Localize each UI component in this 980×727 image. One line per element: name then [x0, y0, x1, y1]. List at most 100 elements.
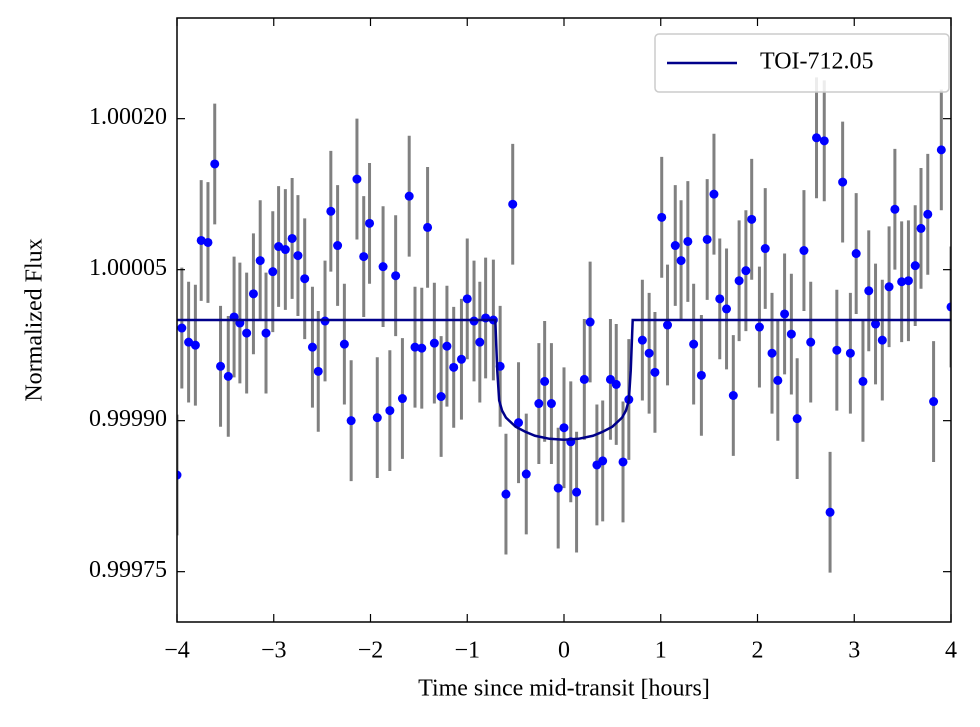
data-point — [242, 328, 252, 338]
data-point — [462, 294, 472, 304]
data-point — [410, 342, 420, 352]
data-point — [268, 267, 278, 277]
data-point — [300, 274, 310, 284]
data-point — [819, 136, 829, 146]
data-point — [936, 145, 946, 155]
data-point — [760, 244, 770, 254]
data-point — [378, 262, 388, 272]
data-point — [203, 237, 213, 247]
data-point — [644, 348, 654, 358]
data-point — [696, 370, 706, 380]
data-point — [877, 335, 887, 345]
data-point — [806, 337, 816, 347]
data-point — [728, 391, 738, 400]
data-point — [287, 233, 297, 243]
data-point — [871, 319, 881, 329]
data-point — [773, 375, 783, 385]
data-point — [754, 322, 764, 332]
data-point — [585, 317, 595, 327]
data-point — [210, 159, 220, 169]
data-point — [346, 416, 356, 426]
data-point — [223, 371, 233, 381]
y-tick-label: 0.99975 — [89, 557, 167, 583]
data-point — [825, 507, 835, 517]
data-point — [884, 282, 894, 292]
data-point — [618, 457, 628, 467]
data-point — [546, 399, 556, 409]
plot-area — [177, 77, 951, 573]
x-tick-label: 4 — [945, 638, 957, 664]
data-point — [372, 413, 382, 423]
data-point — [786, 329, 796, 339]
data-point — [521, 469, 531, 479]
data-point — [897, 277, 907, 287]
data-point — [890, 204, 900, 214]
data-point — [657, 212, 667, 222]
data-point — [456, 354, 466, 364]
data-point — [184, 337, 194, 347]
data-point — [190, 340, 200, 350]
data-point — [255, 256, 265, 266]
data-point — [799, 246, 809, 256]
data-point — [248, 289, 258, 299]
data-point — [475, 337, 485, 347]
data-point — [501, 489, 511, 499]
data-point — [864, 286, 874, 296]
data-point — [792, 414, 802, 424]
data-point — [832, 345, 842, 355]
data-point — [261, 328, 271, 338]
data-point — [663, 320, 673, 330]
data-point — [702, 234, 712, 244]
legend-box — [654, 33, 950, 93]
x-tick-label: −3 — [261, 638, 287, 664]
data-point — [417, 343, 427, 353]
data-point — [449, 362, 459, 372]
data-point — [333, 241, 343, 251]
data-point — [540, 376, 550, 386]
data-point — [946, 302, 951, 312]
data-point — [845, 348, 855, 358]
data-point — [293, 251, 303, 261]
data-point — [812, 133, 822, 143]
data-point — [326, 206, 336, 216]
data-point — [404, 191, 414, 201]
data-point — [903, 276, 913, 286]
data-point — [929, 397, 939, 407]
x-tick-label: −1 — [454, 638, 480, 664]
data-point — [397, 394, 407, 404]
data-point — [391, 271, 401, 281]
data-point — [734, 276, 744, 286]
data-point — [741, 266, 751, 276]
data-point — [670, 241, 680, 251]
data-point — [365, 218, 375, 228]
data-point — [274, 242, 284, 252]
data-point — [605, 374, 615, 384]
data-point — [442, 341, 452, 351]
data-point — [650, 367, 660, 377]
data-point — [385, 406, 395, 416]
data-point — [572, 487, 582, 497]
data-point — [611, 379, 621, 389]
x-axis-label: Time since mid-transit [hours] — [418, 676, 710, 702]
data-point — [196, 235, 206, 245]
model-line — [177, 318, 951, 442]
data-point — [359, 252, 369, 262]
data-point — [534, 399, 544, 409]
data-point — [637, 335, 647, 345]
data-point — [177, 470, 182, 480]
data-point — [923, 209, 933, 219]
data-point — [508, 199, 518, 209]
x-tick-label: 3 — [848, 638, 860, 664]
data-point — [689, 339, 699, 349]
data-point — [423, 222, 433, 232]
x-tick-label: 0 — [558, 638, 570, 664]
data-point — [780, 309, 790, 319]
data-point — [838, 177, 848, 187]
y-axis-label: Normalized Flux — [22, 238, 48, 401]
data-point — [429, 338, 439, 348]
data-point — [715, 294, 725, 304]
data-point — [177, 323, 187, 333]
data-point — [598, 456, 608, 466]
data-point — [858, 376, 868, 386]
